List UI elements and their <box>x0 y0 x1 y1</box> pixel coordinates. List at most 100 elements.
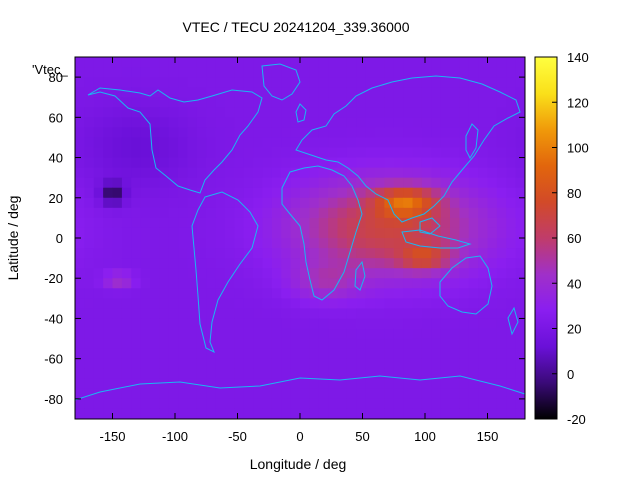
heatmap-cell <box>487 147 498 159</box>
heatmap-cell <box>178 77 189 88</box>
heatmap-cell <box>431 348 442 360</box>
heatmap-cell <box>346 107 357 118</box>
heatmap-cell <box>459 238 470 249</box>
heatmap-cell <box>468 268 479 279</box>
heatmap-cell <box>75 117 85 128</box>
heatmap-cell <box>262 338 273 350</box>
heatmap-cell <box>300 87 310 98</box>
heatmap-cell <box>421 167 432 179</box>
heatmap-cell <box>346 238 357 249</box>
heatmap-cell <box>271 207 282 219</box>
heatmap-cell <box>140 318 151 330</box>
heatmap-cell <box>468 147 479 159</box>
colorbar-tick-label: -20 <box>567 412 586 427</box>
heatmap-cell <box>168 157 179 169</box>
heatmap-cell <box>281 288 292 299</box>
heatmap-cell <box>384 388 395 400</box>
heatmap-cell <box>112 318 123 330</box>
heatmap-cell <box>515 358 525 370</box>
heatmap-cell <box>515 157 525 169</box>
heatmap-cell <box>515 378 525 390</box>
heatmap-cell <box>253 87 264 98</box>
heatmap-cell <box>450 107 460 118</box>
heatmap-cell <box>140 258 151 269</box>
heatmap-cell <box>506 338 517 350</box>
heatmap-cell <box>290 167 301 179</box>
heatmap-cell <box>365 398 376 410</box>
heatmap-cell <box>440 268 451 279</box>
heatmap-cell <box>487 238 498 249</box>
heatmap-cell <box>215 87 226 98</box>
heatmap-cell <box>140 97 151 108</box>
heatmap-cell <box>421 408 432 419</box>
heatmap-cell <box>168 368 179 380</box>
heatmap-cell <box>243 278 254 289</box>
heatmap-cell <box>187 97 198 108</box>
heatmap-cell <box>459 358 470 370</box>
heatmap-cell <box>271 227 282 239</box>
heatmap-cell <box>196 57 207 68</box>
heatmap-cell <box>234 268 245 279</box>
heatmap-cell <box>187 338 198 350</box>
heatmap-cell <box>131 97 142 108</box>
heatmap-cell <box>150 97 160 108</box>
heatmap-cell <box>196 127 207 139</box>
heatmap-cell <box>393 137 404 149</box>
heatmap-cell <box>196 67 207 78</box>
heatmap-cell <box>131 57 142 68</box>
heatmap-cell <box>225 67 235 78</box>
heatmap-cell <box>206 318 217 330</box>
heatmap-cell <box>93 408 104 419</box>
heatmap-cell <box>281 97 292 108</box>
heatmap-cell <box>384 187 395 199</box>
heatmap-cell <box>431 107 442 118</box>
heatmap-cell <box>225 368 235 380</box>
heatmap-cell <box>281 147 292 159</box>
heatmap-cell <box>159 117 170 128</box>
heatmap-cell <box>337 147 348 159</box>
heatmap-cell <box>168 67 179 78</box>
heatmap-cell <box>131 368 142 380</box>
heatmap-cell <box>403 117 414 128</box>
heatmap-cell <box>140 358 151 370</box>
heatmap-cell <box>140 77 151 88</box>
heatmap-cell <box>178 348 189 360</box>
heatmap-cell <box>93 248 104 259</box>
heatmap-cell <box>346 378 357 390</box>
legend-key: 'Vtec_ <box>32 62 68 77</box>
heatmap-cell <box>290 378 301 390</box>
heatmap-cell <box>318 187 329 199</box>
heatmap-cell <box>431 378 442 390</box>
heatmap-cell <box>215 127 226 139</box>
heatmap-cell <box>281 127 292 139</box>
heatmap-cell <box>300 348 310 360</box>
heatmap-cell <box>421 328 432 340</box>
heatmap-cell <box>253 318 264 330</box>
heatmap-cell <box>403 298 414 309</box>
heatmap-cell <box>206 117 217 128</box>
heatmap-cell <box>309 368 320 380</box>
heatmap-cell <box>243 217 254 229</box>
heatmap-cell <box>487 187 498 199</box>
heatmap-cell <box>375 318 385 330</box>
heatmap-cell <box>318 378 329 390</box>
heatmap-cell <box>375 77 385 88</box>
heatmap-cell <box>496 318 507 330</box>
heatmap-cell <box>262 87 273 98</box>
heatmap-cell <box>393 167 404 179</box>
heatmap-cell <box>168 117 179 128</box>
heatmap-cell <box>75 338 85 350</box>
heatmap-cell <box>496 408 507 419</box>
heatmap-cell <box>159 318 170 330</box>
heatmap-cell <box>468 278 479 289</box>
heatmap-cell <box>103 388 114 400</box>
heatmap-cell <box>159 278 170 289</box>
heatmap-cell <box>84 258 95 269</box>
heatmap-cell <box>328 107 339 118</box>
heatmap-cell <box>412 207 423 219</box>
heatmap-cell <box>478 57 489 68</box>
heatmap-cell <box>121 328 132 340</box>
heatmap-cell <box>206 348 217 360</box>
heatmap-cell <box>150 328 160 340</box>
heatmap-cell <box>234 177 245 189</box>
